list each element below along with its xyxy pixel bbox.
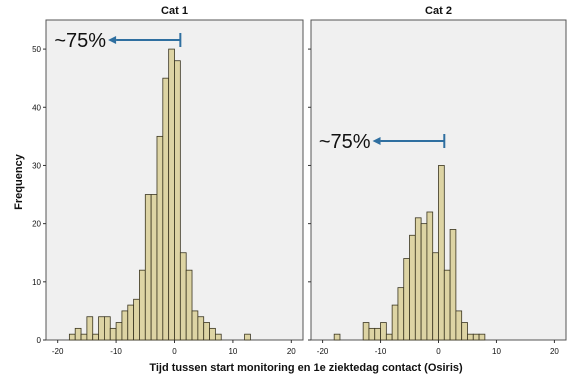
histogram-bar bbox=[409, 234, 416, 341]
histogram-bar bbox=[362, 322, 370, 341]
histogram-bar bbox=[74, 327, 82, 341]
histogram-bar bbox=[461, 322, 468, 341]
annotation-label: ~75% bbox=[54, 30, 106, 52]
panel-title: Cat 2 bbox=[425, 5, 452, 17]
histogram-bar bbox=[197, 316, 205, 341]
histogram-bar bbox=[179, 252, 187, 341]
histogram-bar bbox=[115, 322, 123, 341]
histogram-bar bbox=[133, 298, 140, 341]
histogram-bar bbox=[420, 223, 428, 341]
y-axis-label: Frequency bbox=[13, 153, 25, 210]
x-tick-label: -10 bbox=[110, 347, 122, 356]
histogram-bar bbox=[139, 269, 146, 341]
annotation-label: ~75% bbox=[319, 131, 371, 153]
x-tick-label: 20 bbox=[287, 347, 296, 356]
histogram-bar bbox=[478, 333, 486, 341]
panel-2: Cat 2 -20 -10 0 10 20 ~75% bbox=[308, 5, 567, 356]
x-tick-label: 0 bbox=[172, 347, 177, 356]
x-tick-label: 10 bbox=[492, 347, 501, 356]
histogram-bar bbox=[333, 333, 341, 341]
x-tick-label: 0 bbox=[436, 347, 441, 356]
histogram-bar bbox=[397, 287, 405, 341]
histogram-bar bbox=[214, 333, 222, 341]
histogram-bar bbox=[455, 310, 463, 341]
x-tick-label: -20 bbox=[52, 347, 64, 356]
y-tick-label: 30 bbox=[32, 161, 41, 170]
histogram-bar bbox=[168, 48, 175, 341]
histogram-bar bbox=[203, 322, 210, 341]
x-tick-label: 20 bbox=[550, 347, 559, 356]
histogram-bar bbox=[121, 310, 129, 341]
histogram-bar bbox=[403, 258, 410, 341]
histogram-bar bbox=[92, 333, 99, 341]
histogram-bar bbox=[127, 304, 135, 341]
histogram-bar bbox=[174, 60, 181, 341]
histogram-bar bbox=[162, 77, 170, 341]
panel-1: Cat 1 0 10 20 30 40 50 -20 -10 0 10 20 ~75% bbox=[32, 5, 304, 356]
histogram-bar bbox=[185, 269, 193, 341]
histogram-bar bbox=[80, 333, 88, 341]
histogram-bar bbox=[191, 310, 199, 341]
histogram-bar bbox=[68, 333, 76, 341]
histogram-bar bbox=[104, 316, 111, 341]
histogram-bar bbox=[244, 333, 251, 341]
histogram-bar bbox=[380, 322, 387, 341]
histogram-bar bbox=[438, 165, 445, 341]
annotation-arrow-head bbox=[108, 36, 117, 44]
histogram-bar bbox=[385, 333, 393, 341]
x-axis-label: Tijd tussen start monitoring en 1e ziekt… bbox=[149, 362, 463, 374]
histogram-bar bbox=[374, 327, 381, 341]
histogram-bar bbox=[86, 316, 94, 341]
histogram-bar bbox=[443, 269, 451, 341]
histogram-bar bbox=[472, 333, 480, 341]
histogram-bar bbox=[391, 304, 399, 341]
annotation-arrow-head bbox=[372, 137, 381, 145]
x-tick-label: -20 bbox=[317, 347, 329, 356]
y-tick-label: 0 bbox=[37, 336, 42, 345]
y-tick-label: 40 bbox=[32, 103, 41, 112]
x-tick-label: 10 bbox=[228, 347, 237, 356]
histogram-bar bbox=[109, 327, 117, 341]
panel-title: Cat 1 bbox=[161, 5, 188, 17]
histogram-bar bbox=[414, 217, 422, 341]
y-tick-label: 50 bbox=[32, 45, 41, 54]
x-tick-label: -10 bbox=[375, 347, 387, 356]
y-tick-label: 10 bbox=[32, 278, 41, 287]
histogram-bar bbox=[449, 229, 457, 341]
histogram-bar bbox=[156, 135, 164, 341]
histogram-bar bbox=[144, 194, 152, 341]
histogram-bar bbox=[368, 327, 376, 341]
histogram-bar bbox=[98, 316, 105, 341]
histogram-bar bbox=[150, 194, 158, 341]
histogram-bar bbox=[432, 252, 439, 341]
y-tick-label: 20 bbox=[32, 220, 41, 229]
histogram-bar bbox=[467, 333, 474, 341]
histogram-bar bbox=[209, 327, 216, 341]
histogram-bar bbox=[426, 211, 434, 341]
